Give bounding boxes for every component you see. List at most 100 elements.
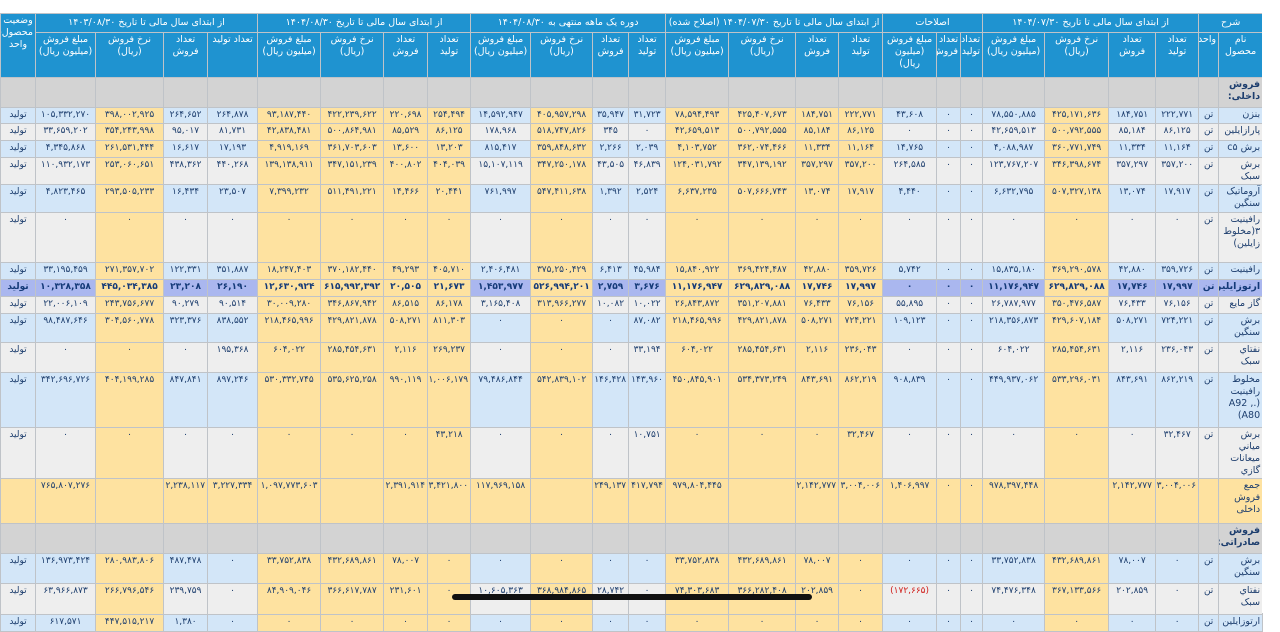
value-cell: ۳۲,۴۶۷ [838, 427, 884, 479]
value-cell: ۱۱,۱۷۶,۹۴۷ [665, 279, 730, 297]
value-cell: ۰ [383, 427, 429, 479]
value-cell: ۰ [163, 342, 209, 373]
value-cell: ۷۶,۱۵۶ [1155, 296, 1200, 314]
value-cell: ۵۱۱,۴۹۱,۲۲۱ [320, 184, 385, 213]
value-cell: ۰ [207, 427, 259, 479]
value-cell: ۰ [936, 372, 962, 428]
value-cell: ۵۱۸,۷۴۷,۸۲۶ [530, 123, 594, 141]
value-cell: ۸۶۲,۲۱۹ [1155, 372, 1200, 428]
value-cell: ۲۵۳,۰۶۰,۶۵۱ [95, 157, 165, 185]
value-cell: ۲۶۴,۵۸۵ [882, 157, 938, 185]
value-cell: ۰ [882, 342, 938, 373]
empty-cell [383, 523, 429, 554]
value-cell: ۰ [427, 614, 472, 632]
value-cell: ۱۴۳,۹۶۰ [628, 372, 667, 428]
empty-cell [257, 77, 322, 108]
status-cell: تولید [0, 157, 36, 185]
status-cell: تولید [0, 583, 36, 615]
unit-cell: تن [1198, 279, 1220, 297]
value-cell: ۲,۷۵۹ [592, 279, 630, 297]
value-cell: ۴۳۲,۶۸۹,۸۶۱ [728, 553, 797, 584]
value-cell: ۷۶,۴۳۳ [1108, 296, 1157, 314]
value-cell: ۲,۳۹۱,۹۱۴ [383, 478, 429, 524]
value-cell: ۱,۴۵۳,۹۷۷ [470, 279, 532, 297]
empty-cell [960, 77, 984, 108]
empty-cell [728, 77, 797, 108]
value-cell: ۴۹,۲۹۳ [383, 262, 429, 280]
value-cell: ۱۵,۸۳۵,۱۸۰ [982, 262, 1046, 280]
header-prev_year-sales-qty: تعداد فروش [163, 32, 209, 78]
value-cell: ۱۰۵,۳۳۲,۲۷۰ [34, 107, 97, 124]
value-cell: ۷۹,۴۸۶,۸۴۴ [470, 372, 532, 428]
value-cell: ۴,۳۴۵,۸۶۸ [34, 140, 97, 158]
value-cell: ۳۴۵ [592, 123, 630, 141]
value-cell: ۸۶,۱۲۵ [427, 123, 472, 141]
empty-cell [95, 523, 165, 554]
horizontal-scrollbar[interactable] [452, 594, 812, 600]
empty-cell [1198, 523, 1220, 554]
value-cell: ۰ [383, 212, 429, 263]
value-cell: ۵۰۸,۲۷۱ [1108, 313, 1157, 343]
value-cell: ۳۱,۷۲۳ [628, 107, 667, 124]
section-title: فروش داخلی: [1218, 77, 1264, 108]
value-cell: ۲۶۶,۷۹۶,۵۴۶ [95, 583, 165, 615]
sales-report-table-container: شرح از ابتدای سال مالی تا تاریخ ۱۴۰۴/۰۷/… [0, 13, 1264, 632]
header-corrections-sales-qty: تعداد فروش [936, 32, 962, 78]
value-cell: ۷۸,۰۰۷ [795, 553, 840, 584]
product-name: رافینیت ۳(مخلوط زایلین) [1218, 212, 1264, 263]
value-cell: ۵۰۰,۷۹۲,۵۵۵ [1044, 123, 1110, 141]
value-cell: ۰ [936, 614, 962, 632]
value-cell: ۴۵,۹۸۴ [628, 262, 667, 280]
value-cell: ۷۲۴,۲۲۱ [838, 313, 884, 343]
value-cell: ۷۶,۱۵۶ [838, 296, 884, 314]
value-cell: ۷۸,۰۰۷ [383, 553, 429, 584]
empty-cell [0, 523, 36, 554]
section-title: فروش صادراتی: [1218, 523, 1264, 554]
value-cell: ۰ [960, 342, 984, 373]
value-cell: ۴۰۴,۰۳۹ [427, 157, 472, 185]
header-month-production: تعداد تولید [628, 32, 667, 78]
table-row: مخلوط رافینیت (A92 ,. A80) تن ۸۶۲,۲۱۹ ۸۴۳,۶… [0, 372, 1264, 428]
value-cell: ۹۰۸,۸۳۹ [882, 372, 938, 428]
value-cell: ۰ [592, 614, 630, 632]
value-cell: ۱۷,۱۹۳ [207, 140, 259, 158]
value-cell: ۰ [592, 313, 630, 343]
unit-cell: تن [1198, 614, 1220, 632]
value-cell: ۵۴۲,۸۳۹,۱۰۲ [530, 372, 594, 428]
empty-cell [320, 523, 385, 554]
value-cell: ۳۵۷,۲۹۷ [1108, 157, 1157, 185]
status-cell: تولید [0, 427, 36, 479]
header-original-period: از ابتدای سال مالی تا تاریخ ۱۴۰۴/۰۷/۳۰ [982, 13, 1200, 33]
value-cell: ۰ [1044, 427, 1110, 479]
value-cell: ۳۵,۹۴۷ [592, 107, 630, 124]
status-cell [0, 478, 36, 524]
value-cell: ۰ [320, 427, 385, 479]
table-row: برش میاني میعانات گازي تن ۳۲,۴۶۷ ۰ ۰ ۰ ۰ ۰ ۰ ۳۲,۴… [0, 427, 1264, 479]
value-cell: ۳۴۷,۱۳۹,۱۹۲ [728, 157, 797, 185]
value-cell: ۰ [795, 614, 840, 632]
value-cell: ۰ [628, 614, 667, 632]
value-cell: ۱,۰۰۶,۱۷۹ [427, 372, 472, 428]
value-cell: ۱۳,۰۷۴ [795, 184, 840, 213]
header-adjusted-amount: مبلغ فروش (میلیون ریال) [665, 32, 730, 78]
value-cell: ۰ [207, 614, 259, 632]
value-cell: ۷,۳۹۹,۲۳۲ [257, 184, 322, 213]
empty-cell [470, 523, 532, 554]
value-cell: ۱۰,۷۵۱ [628, 427, 667, 479]
value-cell: ۱۷,۷۴۶ [1108, 279, 1157, 297]
value-cell: ۳,۶۷۶ [628, 279, 667, 297]
value-cell: ۲۶۴,۸۷۸ [207, 107, 259, 124]
header-adjusted-period: از ابتدای سال مالی تا تاریخ ۱۴۰۴/۰۷/۳۰ (… [665, 13, 884, 33]
status-cell: تولید [0, 140, 36, 158]
value-cell: ۵۰۷,۳۲۷,۱۳۸ [1044, 184, 1110, 213]
value-cell: ۲۸۵,۴۵۴,۶۳۱ [320, 342, 385, 373]
value-cell: ۰ [960, 262, 984, 280]
section-row: فروش داخلی: [0, 77, 1264, 108]
empty-cell [665, 77, 730, 108]
value-cell: ۰ [936, 342, 962, 373]
value-cell: ۱۴,۴۶۶ [383, 184, 429, 213]
value-cell: ۸۱,۷۳۱ [207, 123, 259, 141]
value-cell: ۴۰۵,۷۱۰ [427, 262, 472, 280]
unit-cell: تن [1198, 107, 1220, 124]
value-cell: ۰ [470, 614, 532, 632]
